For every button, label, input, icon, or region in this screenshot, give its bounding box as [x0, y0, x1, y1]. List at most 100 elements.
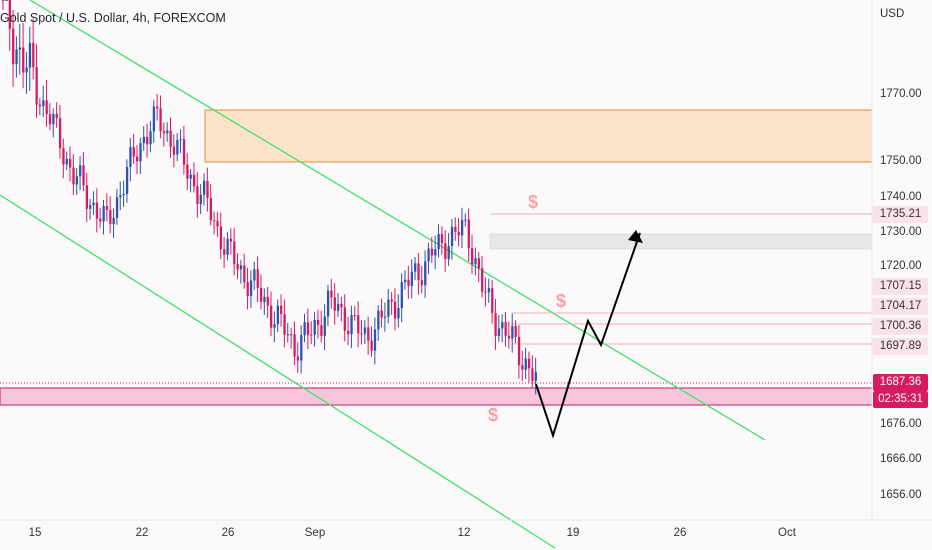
candle-body — [531, 368, 534, 382]
candle-body — [42, 100, 45, 107]
candle-body — [99, 218, 102, 222]
candle-body — [504, 322, 507, 336]
candle-body — [136, 156, 139, 162]
candle-body — [246, 282, 249, 297]
candle-body — [501, 322, 504, 329]
candle-body — [380, 310, 383, 318]
candle-body — [303, 322, 306, 336]
candle-body — [387, 299, 390, 317]
candle-body — [357, 315, 360, 334]
candle-body — [79, 165, 82, 177]
price-tag-1707: 1707.15 — [873, 278, 928, 295]
candle-body — [58, 118, 62, 149]
candle-body — [209, 197, 212, 221]
candles-group — [2, 0, 537, 395]
candle-body — [179, 139, 182, 141]
price-tag-1697: 1697.89 — [873, 338, 928, 355]
candle-body — [38, 104, 42, 107]
candle-body — [326, 290, 330, 317]
candle-body — [320, 325, 323, 336]
candle-body — [125, 167, 129, 194]
candle-body — [28, 43, 32, 68]
candle-body — [444, 243, 447, 260]
time-label-26: 26 — [221, 527, 235, 539]
candle-body — [256, 269, 259, 288]
time-label-sep: Sep — [304, 527, 326, 539]
candle-body — [363, 327, 367, 334]
candle-body — [477, 258, 480, 269]
candle-body — [534, 371, 537, 382]
candle-body — [484, 291, 487, 293]
candle-body — [343, 307, 346, 331]
candle-body — [276, 305, 279, 325]
candle-body — [92, 202, 95, 206]
candle-body — [239, 265, 243, 270]
candle-body — [293, 334, 296, 357]
candle-body — [481, 268, 484, 292]
candle-body — [494, 312, 497, 336]
price-tick-1770: 1770.00 — [880, 88, 922, 100]
candle-body — [85, 185, 89, 209]
candle-body — [296, 356, 300, 361]
candle-body — [18, 47, 22, 50]
time-label-12: 12 — [457, 527, 471, 539]
candle-body — [219, 226, 223, 250]
currency-label[interactable]: USD — [880, 8, 905, 20]
candle-body — [48, 114, 52, 125]
candle-body — [22, 47, 25, 73]
candle-body — [249, 280, 253, 297]
candle-body — [72, 167, 75, 185]
projection-arrowhead-icon — [628, 230, 643, 243]
candle-body — [471, 248, 474, 265]
candle-body — [460, 220, 464, 236]
candle-body — [310, 334, 313, 336]
bar-countdown-tag: 02:35:31 — [873, 391, 928, 408]
candle-body — [491, 288, 494, 313]
dollar-marker-2: $ — [556, 291, 567, 311]
candle-body — [2, 0, 5, 1]
time-label-oct: Oct — [778, 527, 796, 539]
candle-body — [196, 186, 199, 205]
candle-body — [105, 206, 109, 210]
candle-body — [132, 147, 135, 157]
candle-body — [323, 316, 326, 336]
candle-body — [253, 269, 256, 281]
candle-body — [373, 329, 377, 351]
candle-body — [517, 336, 521, 366]
candle-body — [313, 319, 316, 335]
candle-body — [259, 287, 263, 302]
candle-body — [45, 100, 48, 115]
dollar-marker-1: $ — [528, 192, 539, 212]
candle-body — [55, 113, 58, 119]
candle-body — [270, 305, 273, 328]
candle-body — [233, 241, 236, 265]
channel-lower-line[interactable] — [0, 194, 556, 549]
candle-body — [330, 290, 333, 298]
channel-upper-line[interactable] — [29, 0, 766, 441]
price-tag-1735: 1735.21 — [873, 206, 928, 223]
candle-body — [347, 330, 350, 335]
candle-body — [213, 220, 216, 222]
candle-body — [115, 197, 119, 218]
candle-body — [182, 139, 186, 165]
symbol-title[interactable]: Gold Spot / U.S. Dollar, 4h, FOREXCOM — [0, 11, 226, 25]
candle-body — [139, 143, 142, 162]
candle-body — [149, 131, 152, 145]
price-tick-1730: 1730.00 — [880, 226, 922, 238]
supply-zone — [204, 109, 873, 163]
candle-body — [306, 322, 310, 335]
time-label-19: 19 — [566, 527, 580, 539]
candle-body — [169, 130, 172, 147]
candle-body — [15, 49, 18, 65]
candle-body — [89, 205, 92, 209]
candle-body — [487, 288, 491, 293]
candle-body — [474, 258, 477, 265]
price-tag-1704: 1704.17 — [873, 298, 928, 315]
candle-body — [5, 0, 8, 1]
candle-body — [370, 340, 373, 351]
candle-body — [109, 209, 112, 225]
candle-body — [119, 195, 122, 198]
projection-path[interactable] — [535, 232, 641, 439]
